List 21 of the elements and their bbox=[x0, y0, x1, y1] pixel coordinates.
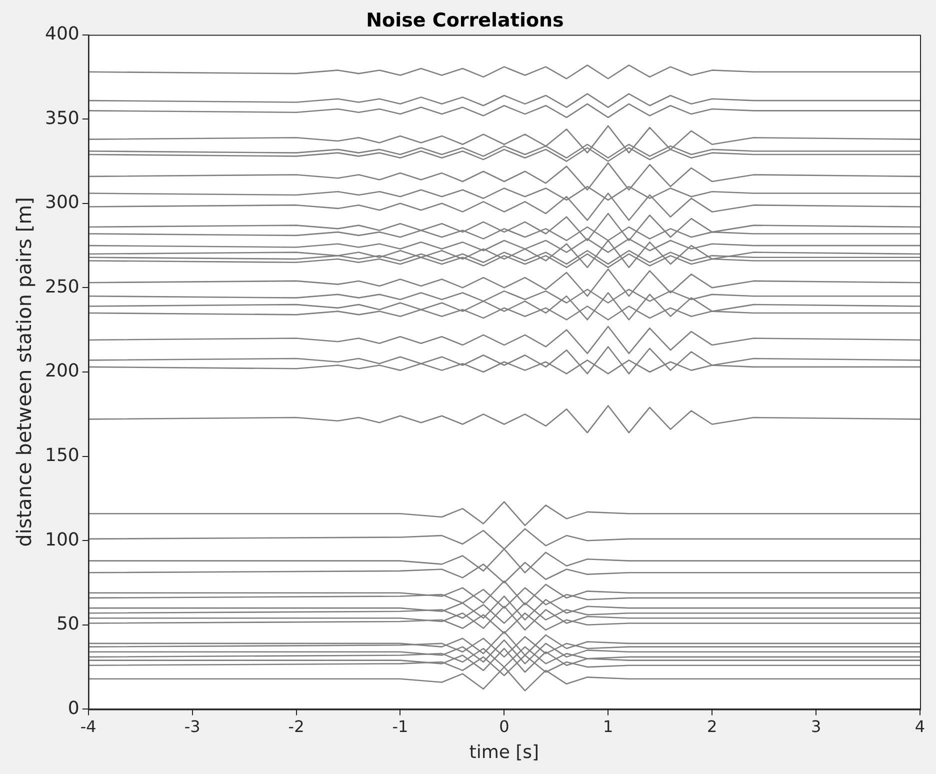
y-tick-label: 400 bbox=[44, 23, 80, 44]
y-tick-label: 250 bbox=[44, 276, 80, 298]
y-tick-label: 0 bbox=[68, 698, 80, 719]
x-tick-label: 3 bbox=[810, 716, 822, 736]
y-tick-label: 300 bbox=[44, 192, 80, 214]
y-tick-label: 50 bbox=[56, 614, 80, 635]
x-tick-label: 2 bbox=[706, 716, 718, 736]
y-tick-label: 100 bbox=[44, 529, 80, 550]
y-tick-label: 350 bbox=[44, 108, 80, 129]
x-tick-label: 0 bbox=[499, 716, 510, 736]
y-tick-label: 200 bbox=[44, 360, 80, 382]
x-tick-label: -3 bbox=[184, 716, 200, 736]
x-tick-label: 4 bbox=[914, 716, 926, 736]
y-axis-title: distance between station pairs [m] bbox=[12, 197, 36, 547]
x-tick-label: 1 bbox=[603, 716, 614, 736]
x-tick-label: -4 bbox=[80, 716, 96, 736]
x-tick-label: -1 bbox=[392, 716, 408, 736]
x-axis-title: time [s] bbox=[469, 742, 540, 763]
x-tick-label: -2 bbox=[288, 716, 304, 736]
chart-title: Noise Correlations bbox=[366, 9, 564, 32]
y-tick-label: 150 bbox=[44, 444, 80, 466]
